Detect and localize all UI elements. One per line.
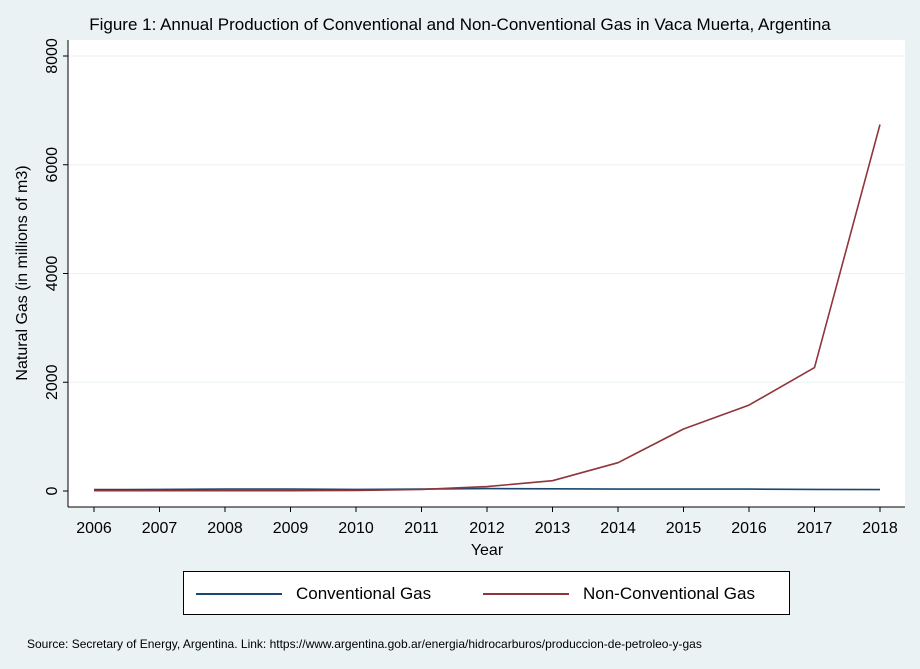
y-tick-label-4000: 4000 [44, 256, 61, 292]
x-tick-label-2010: 2010 [338, 520, 374, 537]
x-tick-label-2008: 2008 [207, 520, 243, 537]
series-line-0 [93, 487, 881, 491]
x-axis-title: Year [471, 542, 504, 559]
legend-label-conventional: Conventional Gas [296, 584, 432, 603]
y-tick-label-6000: 6000 [44, 147, 61, 183]
x-tick-label-2013: 2013 [535, 520, 571, 537]
x-tick-label-2012: 2012 [469, 520, 505, 537]
legend-swatch-conventional [196, 593, 282, 595]
x-tick-label-2007: 2007 [142, 520, 178, 537]
legend-label-non-conventional: Non-Conventional Gas [583, 584, 755, 603]
legend-item-non-conventional: Non-Conventional Gas [483, 572, 755, 616]
legend-item-conventional: Conventional Gas [196, 572, 431, 616]
legend-swatch-non-conventional [483, 593, 569, 595]
x-tick-label-2006: 2006 [76, 520, 112, 537]
source-note: Source: Secretary of Energy, Argentina. … [27, 637, 702, 651]
x-tick-label-2014: 2014 [600, 520, 636, 537]
chart-title: Figure 1: Annual Production of Conventio… [89, 15, 831, 34]
x-tick-label-2016: 2016 [731, 520, 767, 537]
x-tick-label-2009: 2009 [273, 520, 309, 537]
x-tick-label-2017: 2017 [797, 520, 833, 537]
series-line-1 [94, 124, 881, 492]
y-tick-label-2000: 2000 [44, 364, 61, 400]
y-tick-label-8000: 8000 [44, 38, 61, 74]
x-tick-label-2015: 2015 [666, 520, 702, 537]
chart-legend: Conventional Gas Non-Conventional Gas [183, 571, 790, 615]
x-tick-label-2011: 2011 [404, 520, 439, 537]
y-tick-label-0: 0 [44, 486, 61, 495]
y-axis-title: Natural Gas (in millions of m3) [14, 165, 31, 380]
x-tick-label-2018: 2018 [862, 520, 898, 537]
